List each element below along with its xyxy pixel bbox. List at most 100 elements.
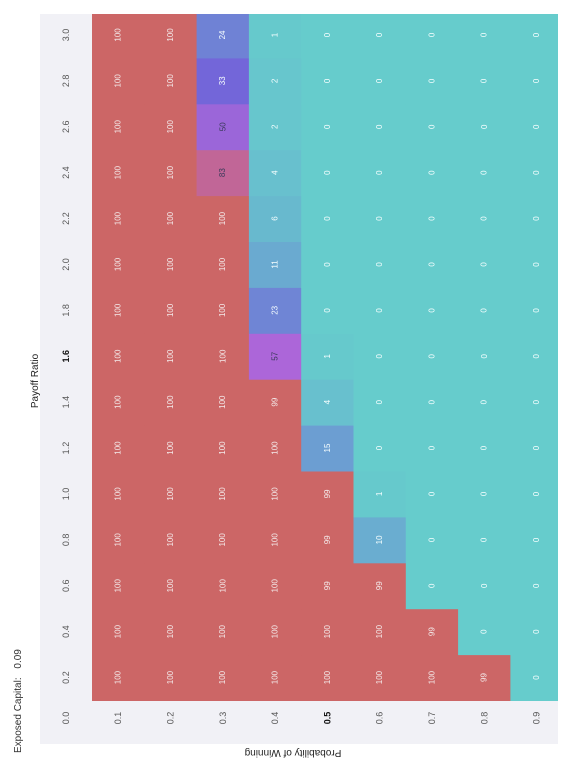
cell-value-label: 0 xyxy=(375,353,384,358)
payoff-tick-label: 1.4 xyxy=(61,396,71,409)
probability-tick-label: 0.1 xyxy=(113,712,123,725)
y-axis-title: Probability of Winning xyxy=(244,747,342,758)
heatmap-cell xyxy=(144,425,198,472)
heatmap-cell xyxy=(353,57,407,105)
heatmap-cell xyxy=(92,287,145,334)
heatmap-cell xyxy=(510,14,558,59)
heatmap-cell xyxy=(92,333,145,380)
cell-value-label: 0 xyxy=(480,491,489,496)
payoff-tick-label: 2.8 xyxy=(61,75,71,88)
heatmap-cell xyxy=(353,516,407,564)
probability-tick-label: 0.8 xyxy=(479,712,489,725)
heatmap-cell xyxy=(353,333,407,380)
cell-value-label: 100 xyxy=(114,624,123,638)
cell-value-label: 1 xyxy=(323,353,332,358)
cell-value-label: 100 xyxy=(166,28,175,42)
cell-value-label: 0 xyxy=(427,262,436,267)
cell-value-label: 100 xyxy=(375,624,384,638)
heatmap-cell xyxy=(405,608,459,656)
heatmap-cell xyxy=(144,241,198,288)
heatmap-cell xyxy=(144,654,198,701)
heatmap-cell xyxy=(144,195,198,242)
exposed-capital-value: 0.09 xyxy=(13,649,24,669)
cell-value-label: 100 xyxy=(218,487,227,501)
heatmap-cell xyxy=(92,149,145,197)
cell-value-label: 0 xyxy=(532,308,541,313)
heatmap-cell xyxy=(301,57,354,105)
heatmap-cell xyxy=(405,654,459,701)
heatmap-cell xyxy=(248,149,302,197)
heatmap-cell xyxy=(353,195,407,242)
cell-value-label: 1 xyxy=(375,491,384,496)
cell-value-label: 0 xyxy=(532,675,541,680)
heatmap-cell xyxy=(353,608,407,656)
cell-value-label: 100 xyxy=(114,74,123,88)
cell-value-label: 100 xyxy=(166,349,175,363)
heatmap-cell xyxy=(353,562,407,610)
probability-tick-label: 0.0 xyxy=(61,712,71,725)
cell-value-label: 100 xyxy=(166,303,175,317)
heatmap-cell xyxy=(196,287,250,334)
payoff-tick-label: 0.2 xyxy=(61,671,71,684)
heatmap-cell xyxy=(248,103,302,151)
cell-value-label: 0 xyxy=(427,537,436,542)
heatmap-cell xyxy=(458,195,511,242)
cell-value-label: 0 xyxy=(532,124,541,129)
heatmap-cell xyxy=(510,471,558,518)
cell-value-label: 0 xyxy=(375,262,384,267)
cell-value-label: 0 xyxy=(480,537,489,542)
heatmap-cell xyxy=(248,333,302,380)
payoff-tick-label: 1.8 xyxy=(61,304,71,317)
cell-value-label: 57 xyxy=(271,351,280,360)
heatmap-cell xyxy=(144,14,198,59)
cell-value-label: 100 xyxy=(271,533,280,547)
cell-value-label: 100 xyxy=(218,257,227,271)
cell-value-label: 100 xyxy=(114,441,123,455)
cell-value-label: 1 xyxy=(271,32,280,37)
heatmap-cell xyxy=(92,425,145,472)
heatmap-cell xyxy=(301,608,354,656)
heatmap-cell xyxy=(458,241,511,288)
cell-value-label: 100 xyxy=(166,257,175,271)
cell-value-label: 100 xyxy=(166,165,175,179)
probability-tick-label: 0.4 xyxy=(270,712,280,725)
heatmap-cell xyxy=(248,471,302,518)
cell-value-label: 0 xyxy=(480,216,489,221)
heatmap: 1001001001001001001001001001001001001001… xyxy=(61,14,558,725)
heatmap-cell xyxy=(510,562,558,610)
cell-value-label: 0 xyxy=(480,262,489,267)
heatmap-cell xyxy=(144,103,198,151)
heatmap-cell xyxy=(92,103,145,151)
heatmap-cell xyxy=(144,471,198,518)
heatmap-cell xyxy=(458,287,511,334)
cell-value-label: 100 xyxy=(427,670,436,684)
cell-value-label: 100 xyxy=(218,395,227,409)
heatmap-cell xyxy=(405,333,459,380)
heatmap-cell xyxy=(353,471,407,518)
heatmap-cell xyxy=(196,57,250,105)
heatmap-cell xyxy=(301,379,354,426)
heatmap-cell xyxy=(248,57,302,105)
heatmap-cell xyxy=(196,379,250,426)
cell-value-label: 100 xyxy=(166,670,175,684)
probability-tick-label: 0.6 xyxy=(375,712,385,725)
cell-value-label: 100 xyxy=(114,579,123,593)
cell-value-label: 0 xyxy=(427,124,436,129)
cell-value-label: 100 xyxy=(271,624,280,638)
heatmap-cell xyxy=(353,287,407,334)
cell-value-label: 100 xyxy=(114,303,123,317)
cell-value-label: 100 xyxy=(114,165,123,179)
heatmap-cell xyxy=(458,14,511,59)
heatmap-cell xyxy=(510,241,558,288)
payoff-tick-label: 0.4 xyxy=(61,625,71,638)
cell-value-label: 0 xyxy=(427,32,436,37)
heatmap-cell xyxy=(353,425,407,472)
heatmap-cell xyxy=(301,195,354,242)
heatmap-cell xyxy=(196,516,250,564)
cell-value-label: 100 xyxy=(218,441,227,455)
cell-value-label: 0 xyxy=(532,399,541,404)
heatmap-cell xyxy=(196,471,250,518)
heatmap-cell xyxy=(301,149,354,197)
heatmap-cell xyxy=(510,379,558,426)
x-axis-title: Payoff Ratio xyxy=(30,353,41,409)
